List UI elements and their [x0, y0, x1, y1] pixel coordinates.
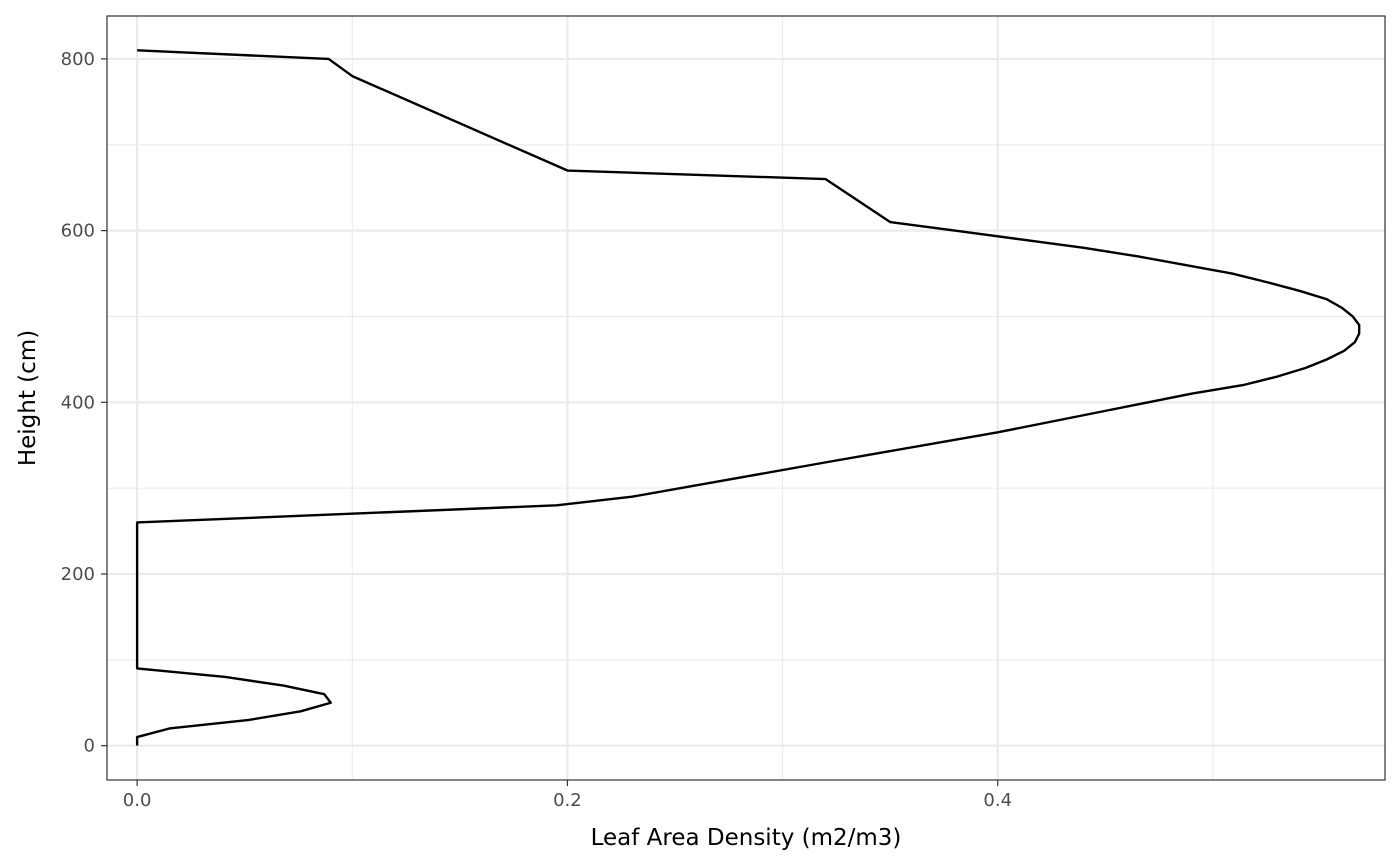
y-tick-label-4: 800 [61, 49, 95, 70]
x-axis-title: Leaf Area Density (m2/m3) [591, 825, 902, 851]
x-tick-label-2: 0.4 [983, 790, 1012, 811]
minor-gridlines [107, 16, 1385, 780]
major-gridlines [107, 16, 1385, 780]
y-axis-title: Height (cm) [15, 330, 41, 466]
y-tick-label-1: 200 [61, 564, 95, 585]
x-tick-label-0: 0.0 [123, 790, 152, 811]
plot-panel-border [106, 15, 1386, 781]
series-line [135, 49, 1361, 746]
x-axis-ticks: 0.0 0.2 0.4 [123, 780, 1012, 811]
y-tick-label-3: 600 [61, 221, 95, 242]
plot-background [107, 16, 1385, 780]
y-tick-label-0: 0 [84, 736, 95, 757]
x-tick-label-1: 0.2 [553, 790, 582, 811]
y-tick-label-2: 400 [61, 392, 95, 413]
y-axis-ticks: 0 200 400 600 800 [61, 49, 107, 757]
